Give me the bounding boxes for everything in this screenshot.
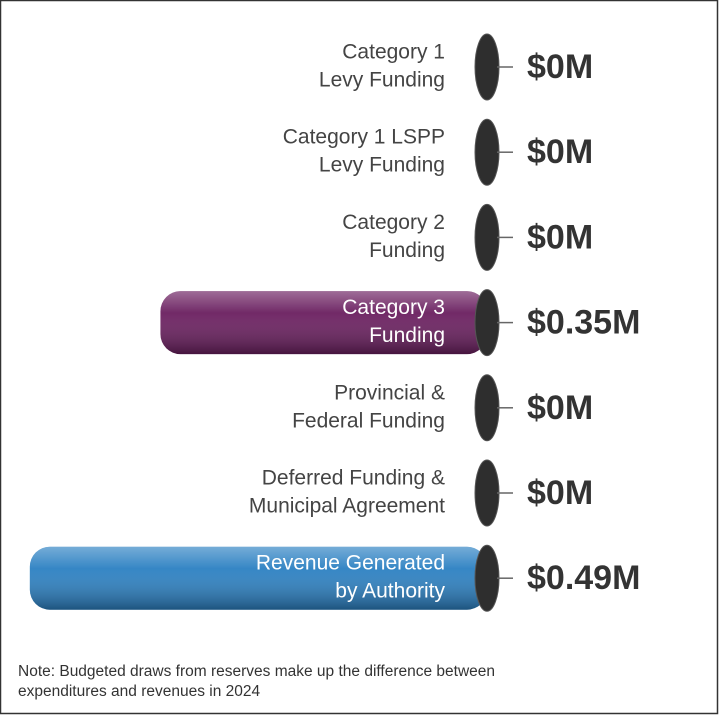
value-label: $0M	[527, 474, 593, 512]
value-label: $0M	[527, 389, 593, 427]
category-label: Municipal Agreement	[249, 495, 445, 518]
bar-cap	[474, 118, 500, 186]
bar-cap	[474, 33, 500, 101]
category-label: Funding	[369, 324, 445, 347]
note: expenditures and revenues in 2024	[18, 683, 261, 700]
category-label: Levy Funding	[319, 69, 445, 92]
category-label: Category 3	[342, 296, 445, 319]
category-label: Category 1	[342, 41, 445, 64]
note: Note: Budgeted draws from reserves make …	[18, 663, 495, 680]
category-label: Revenue Generated	[256, 552, 445, 575]
value-label: $0.49M	[527, 559, 640, 597]
value-label: $0M	[527, 218, 593, 256]
category-label: Federal Funding	[292, 409, 445, 432]
category-label: by Authority	[335, 580, 445, 603]
category-label: Levy Funding	[319, 154, 445, 177]
bar-cap	[474, 544, 500, 612]
category-label: Provincial &	[334, 381, 445, 404]
bar-cap	[474, 203, 500, 271]
category-label: Category 1 LSPP	[283, 126, 445, 149]
bar-cap	[474, 459, 500, 527]
value-label: $0M	[527, 48, 593, 86]
bar-shade	[29, 546, 488, 610]
category-label: Deferred Funding &	[262, 467, 445, 490]
value-label: $0M	[527, 133, 593, 171]
value-label: $0.35M	[527, 304, 640, 342]
category-label: Category 2	[342, 211, 445, 234]
category-label: Funding	[369, 239, 445, 262]
bar-cap	[474, 289, 500, 357]
bar-cap	[474, 374, 500, 442]
bar-shade	[160, 291, 487, 355]
